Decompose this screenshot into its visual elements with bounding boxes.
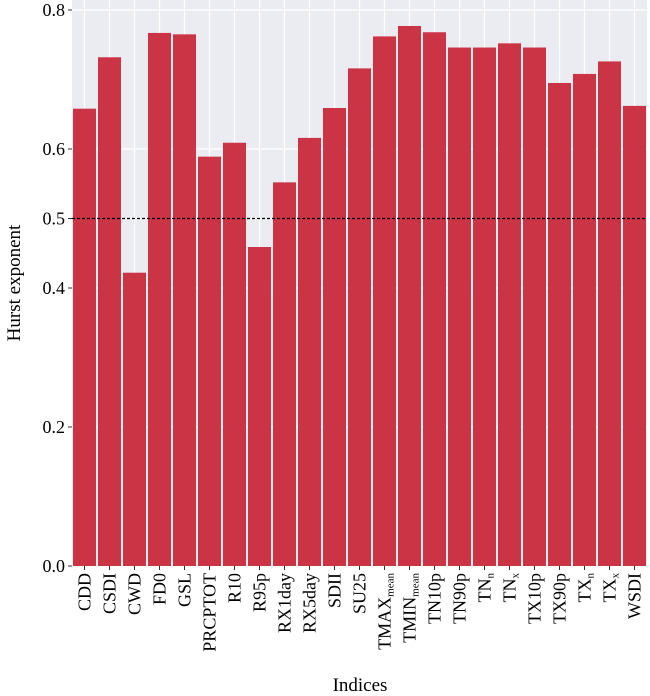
y-axis: 0.0 0.2 0.4 0.5 0.6 0.8: [43, 0, 72, 576]
y-tick-label: 0.8: [43, 0, 66, 20]
bar: [423, 32, 446, 567]
x-tick-label: CWD: [125, 573, 145, 615]
x-tick-label: PRCPTOT: [200, 573, 220, 652]
bar: [473, 47, 496, 566]
bar: [198, 156, 221, 566]
bar: [548, 82, 571, 566]
x-tick-label: TXx: [600, 573, 622, 603]
x-tick-label: TX10p: [525, 573, 545, 624]
bar: [248, 247, 271, 566]
bar: [123, 272, 146, 566]
x-tick-label: TX90p: [550, 573, 570, 624]
x-tick-label: WSDI: [625, 573, 645, 619]
x-tick-label: TNn: [475, 573, 497, 603]
bar: [298, 137, 321, 566]
bar: [173, 34, 196, 566]
x-tick-label: RX5day: [300, 573, 320, 633]
y-tick-label: 0.4: [43, 278, 66, 298]
bar: [523, 47, 546, 566]
x-tick-label: SDII: [325, 573, 345, 608]
bar: [498, 43, 521, 567]
x-tick-label: TNx: [500, 573, 522, 603]
bar: [373, 36, 396, 567]
x-tick-label: SU25: [350, 573, 370, 614]
x-tick-label: TMAXmean: [375, 573, 397, 650]
bars: [73, 25, 646, 567]
x-tick-label: CDD: [75, 573, 95, 611]
bar: [398, 25, 421, 567]
x-tick-label: CSDI: [100, 573, 120, 614]
bar: [223, 142, 246, 566]
y-tick-label: 0.5: [43, 209, 66, 229]
y-tick-label: 0.2: [43, 417, 66, 437]
bar: [573, 73, 596, 566]
bar: [623, 105, 646, 566]
x-tick-label: TXn: [575, 573, 597, 603]
x-tick-label: RX1day: [275, 573, 295, 633]
x-tick-label: FD0: [150, 573, 170, 605]
bar: [98, 57, 121, 566]
bar: [598, 61, 621, 567]
x-tick-label: TN90p: [450, 573, 470, 624]
x-tick-label: TN10p: [425, 573, 445, 624]
y-tick-label: 0.0: [43, 556, 66, 576]
x-tick-label: R10: [225, 573, 245, 603]
bar: [448, 47, 471, 566]
bar: [273, 182, 296, 567]
bar: [148, 32, 171, 566]
x-tick-label: R95p: [250, 573, 270, 612]
bar: [348, 68, 371, 566]
x-axis-title: Indices: [333, 675, 388, 696]
x-tick-label: GSL: [175, 573, 195, 607]
bar: [73, 108, 96, 566]
x-tick-label: TMINmean: [400, 573, 422, 643]
x-axis: CDD CSDI CWD FD0 GSL PRCPTOT R10 R95p RX1day RX5d…: [75, 566, 645, 652]
y-tick-label: 0.6: [43, 139, 66, 159]
y-axis-title: Hurst exponent: [4, 224, 25, 341]
bar: [323, 108, 346, 566]
